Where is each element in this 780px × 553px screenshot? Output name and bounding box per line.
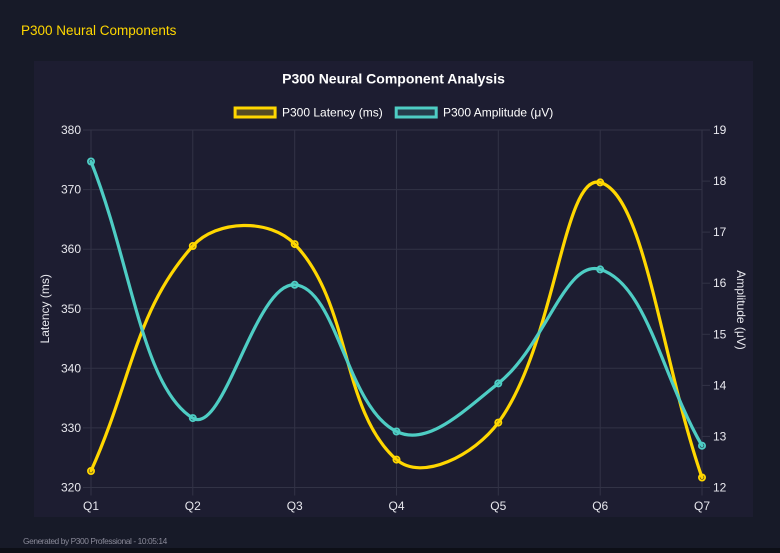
svg-text:P300 Neural Component Analysis: P300 Neural Component Analysis bbox=[282, 71, 505, 87]
svg-text:Q7: Q7 bbox=[694, 499, 710, 513]
svg-text:18: 18 bbox=[713, 174, 727, 188]
svg-text:360: 360 bbox=[61, 242, 81, 256]
svg-text:320: 320 bbox=[61, 481, 81, 495]
svg-text:Latency (ms): Latency (ms) bbox=[38, 274, 52, 343]
svg-text:330: 330 bbox=[61, 421, 81, 435]
svg-text:14: 14 bbox=[713, 378, 727, 392]
svg-text:370: 370 bbox=[61, 183, 81, 197]
svg-text:Amplitude (μV): Amplitude (μV) bbox=[734, 270, 748, 350]
svg-text:15: 15 bbox=[713, 327, 727, 341]
svg-text:P300 Latency (ms): P300 Latency (ms) bbox=[282, 106, 383, 120]
svg-text:380: 380 bbox=[61, 123, 81, 137]
svg-text:12: 12 bbox=[713, 481, 727, 495]
svg-text:Q6: Q6 bbox=[592, 499, 608, 513]
svg-text:Q4: Q4 bbox=[388, 499, 404, 513]
svg-text:Q5: Q5 bbox=[490, 499, 506, 513]
svg-text:16: 16 bbox=[713, 276, 727, 290]
svg-text:19: 19 bbox=[713, 123, 727, 137]
svg-text:Q2: Q2 bbox=[185, 499, 201, 513]
svg-text:Q3: Q3 bbox=[287, 499, 303, 513]
svg-text:17: 17 bbox=[713, 225, 727, 239]
svg-text:340: 340 bbox=[61, 361, 81, 375]
svg-text:Q1: Q1 bbox=[83, 499, 99, 513]
svg-text:13: 13 bbox=[713, 429, 727, 443]
svg-text:350: 350 bbox=[61, 302, 81, 316]
svg-text:P300 Amplitude (μV): P300 Amplitude (μV) bbox=[443, 106, 553, 120]
